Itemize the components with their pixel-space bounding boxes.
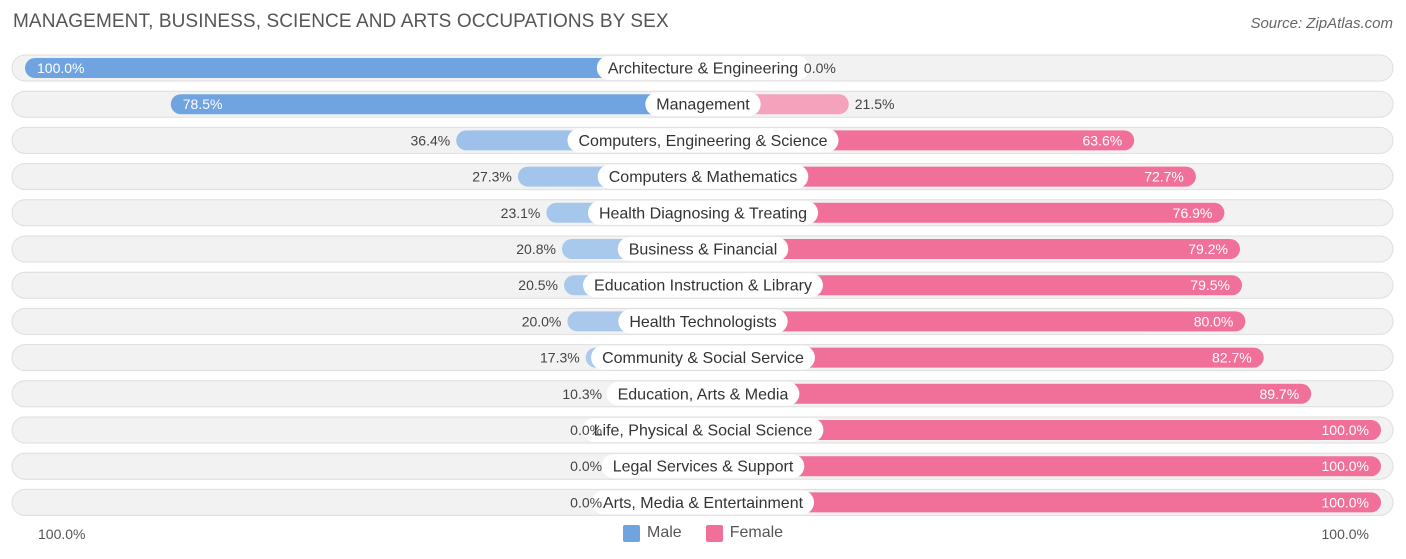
- legend-item-male[interactable]: Male: [623, 524, 682, 542]
- chart-row: Management 78.5% 21.5%: [11, 90, 1394, 118]
- category-label: Computers & Mathematics: [609, 169, 798, 186]
- category-label: Health Technologists: [629, 314, 776, 331]
- female-bar: [693, 347, 1264, 368]
- female-value-label: 100.0%: [1322, 494, 1369, 510]
- female-bar: [693, 492, 1381, 513]
- legend: Male Female: [623, 524, 783, 542]
- category-label: Architecture & Engineering: [608, 61, 798, 78]
- legend-female-label: Female: [729, 524, 784, 541]
- category-pill: [591, 345, 815, 370]
- female-value-label: 100.0%: [1322, 422, 1369, 438]
- male-value-label: 0.0%: [570, 494, 602, 510]
- female-value-label: 63.6%: [1083, 132, 1123, 148]
- category-pill: [567, 128, 839, 153]
- male-value-label: 27.3%: [472, 169, 512, 185]
- male-value-label: 20.8%: [516, 241, 556, 257]
- female-bar: [693, 420, 1381, 440]
- chart-canvas: Architecture & Engineering 100.0% 0.0% Mana…: [11, 54, 1394, 516]
- axis-left-label: 100.0%: [38, 526, 86, 542]
- female-bar: [693, 383, 1312, 404]
- chart-row: Health Diagnosing & Treating 23.1% 76.9%: [11, 199, 1394, 227]
- category-label: Legal Services & Support: [613, 459, 794, 476]
- source-credit: Source: ZipAtlas.com: [1250, 15, 1393, 32]
- female-bar: [693, 166, 1196, 187]
- legend-item-female[interactable]: Female: [705, 524, 784, 542]
- female-value-label: 0.0%: [804, 60, 836, 76]
- chart-row: Architecture & Engineering 100.0% 0.0%: [11, 54, 1394, 82]
- female-swatch: [705, 524, 723, 542]
- female-value-label: 89.7%: [1259, 386, 1299, 402]
- chart-row: Legal Services & Support 0.0% 100.0%: [11, 452, 1394, 480]
- female-value-label: 100.0%: [1322, 458, 1369, 474]
- category-pill: [645, 92, 761, 117]
- category-label: Education, Arts & Media: [618, 386, 789, 403]
- chart-row: Business & Financial 20.8% 79.2%: [11, 235, 1394, 263]
- category-pill: [617, 237, 789, 261]
- category-pill: [587, 200, 819, 225]
- female-value-label: 76.9%: [1173, 205, 1213, 221]
- chart-row: Health Technologists 20.0% 80.0%: [11, 307, 1394, 335]
- female-bar: [693, 311, 1246, 332]
- category-label: Health Diagnosing & Treating: [599, 205, 807, 222]
- female-value-label: 80.0%: [1194, 313, 1234, 329]
- category-pill: [582, 418, 824, 442]
- female-value-label: 79.5%: [1190, 277, 1230, 293]
- category-label: Education Instruction & Library: [594, 278, 812, 295]
- male-value-label: 20.0%: [522, 313, 562, 329]
- male-bar: [25, 58, 713, 78]
- axis-right-label: 100.0%: [1321, 526, 1369, 542]
- male-swatch: [623, 524, 640, 542]
- category-pill: [606, 381, 800, 406]
- male-value-label: 0.0%: [570, 458, 602, 474]
- male-bar: [170, 94, 713, 115]
- chart-row: Education, Arts & Media 10.3% 89.7%: [11, 380, 1394, 408]
- category-pill: [583, 273, 823, 298]
- category-label: Management: [656, 97, 750, 114]
- male-value-label: 78.5%: [183, 96, 223, 112]
- male-value-label: 20.5%: [518, 277, 558, 293]
- female-value-label: 79.2%: [1188, 241, 1228, 257]
- chart-row: Computers & Mathematics 27.3% 72.7%: [11, 163, 1394, 191]
- female-value-label: 72.7%: [1144, 169, 1184, 185]
- category-label: Life, Physical & Social Science: [594, 423, 813, 440]
- category-pill: [591, 490, 815, 515]
- female-bar: [693, 275, 1243, 296]
- category-label: Business & Financial: [629, 242, 778, 259]
- female-bar: [693, 202, 1225, 223]
- male-value-label: 36.4%: [411, 132, 451, 148]
- category-label: Computers, Engineering & Science: [578, 133, 827, 150]
- male-value-label: 23.1%: [501, 205, 541, 221]
- chart-row: Computers, Engineering & Science 36.4% 63.…: [11, 126, 1394, 154]
- category-pill: [601, 454, 805, 479]
- female-value-label: 82.7%: [1212, 350, 1252, 366]
- category-label: Arts, Media & Entertainment: [603, 495, 804, 512]
- category-pill: [618, 309, 788, 334]
- category-label: Community & Social Service: [602, 350, 804, 367]
- female-value-label: 21.5%: [855, 96, 895, 112]
- male-value-label: 10.3%: [562, 386, 602, 402]
- category-pill: [597, 164, 809, 189]
- category-pill: [596, 56, 810, 80]
- male-value-label: 0.0%: [570, 422, 602, 438]
- chart-title: MANAGEMENT, BUSINESS, SCIENCE AND ARTS O…: [13, 11, 669, 32]
- male-value-label: 17.3%: [540, 350, 580, 366]
- male-value-label: 100.0%: [37, 60, 84, 76]
- legend-male-label: Male: [647, 524, 682, 541]
- female-bar: [693, 239, 1240, 259]
- chart-row: Community & Social Service 17.3% 82.7%: [11, 344, 1394, 372]
- female-bar: [693, 456, 1381, 477]
- chart-row: Education Instruction & Library 20.5% 79.5…: [11, 271, 1394, 299]
